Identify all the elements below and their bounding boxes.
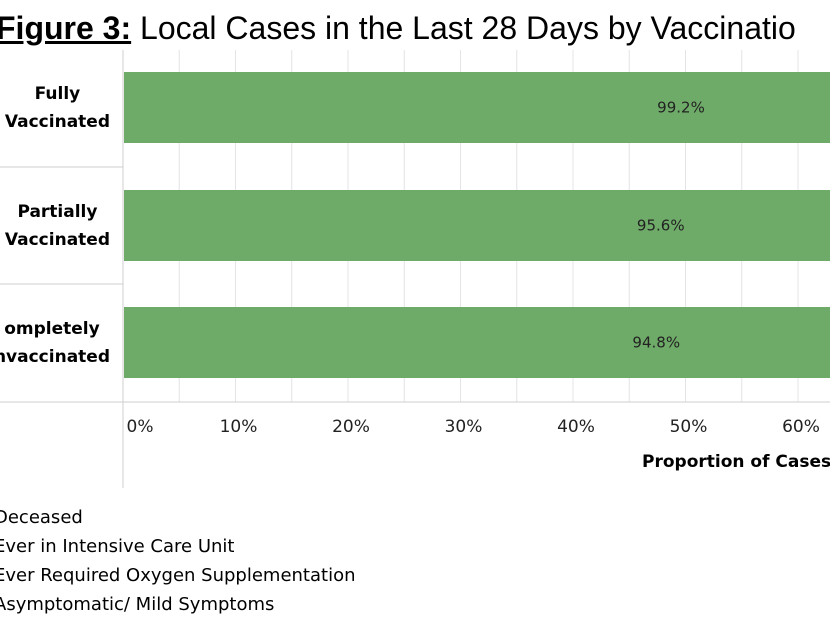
bar	[124, 190, 830, 261]
legend-item-mild: Asymptomatic/ Mild Symptoms	[0, 594, 275, 615]
category-label-completely-unvaccinated: ompletely nvaccinated	[0, 315, 110, 371]
chart-title: Figure 3: Local Cases in the Last 28 Day…	[0, 8, 796, 48]
category-label-line: nvaccinated	[0, 347, 110, 367]
title-text: Local Cases in the Last 28 Days by Vacci…	[140, 10, 796, 46]
category-label-partially-vaccinated: Partially Vaccinated	[5, 198, 110, 254]
x-tick-label: 10%	[220, 417, 258, 437]
bar	[124, 72, 830, 143]
x-tick-label: 50%	[670, 417, 708, 437]
x-tick-label: 60%	[782, 417, 820, 437]
figure-label: Figure 3:	[0, 10, 132, 46]
bar	[124, 307, 830, 378]
x-tick-label: 20%	[332, 417, 370, 437]
x-axis-label: Proportion of Cases	[642, 452, 830, 472]
x-tick-label: 0%	[127, 417, 154, 437]
legend-item-oxygen: Ever Required Oxygen Supplementation	[0, 565, 356, 586]
bar-value-label: 95.6%	[637, 217, 685, 235]
bar-value-label: 94.8%	[632, 334, 680, 352]
category-label-line: Fully	[34, 84, 81, 104]
bar-value-label: 99.2%	[657, 99, 705, 117]
category-label-fully-vaccinated: Fully Vaccinated	[5, 80, 110, 136]
category-label-line: Vaccinated	[4, 230, 110, 250]
x-tick-label: 40%	[557, 417, 595, 437]
category-label-line: ompletely	[4, 319, 100, 339]
x-tick-label: 30%	[445, 417, 483, 437]
bar-chart: 99.2% 95.6% 94.8% 0% 10% 20% 30% 40% 50% 60%	[0, 50, 830, 488]
legend: Deceased Ever in Intensive Care Unit Eve…	[0, 503, 356, 619]
legend-item-deceased: Deceased	[0, 507, 83, 528]
category-label-line: Vaccinated	[4, 112, 110, 132]
category-label-line: Partially	[17, 202, 98, 222]
legend-item-icu: Ever in Intensive Care Unit	[0, 536, 235, 557]
